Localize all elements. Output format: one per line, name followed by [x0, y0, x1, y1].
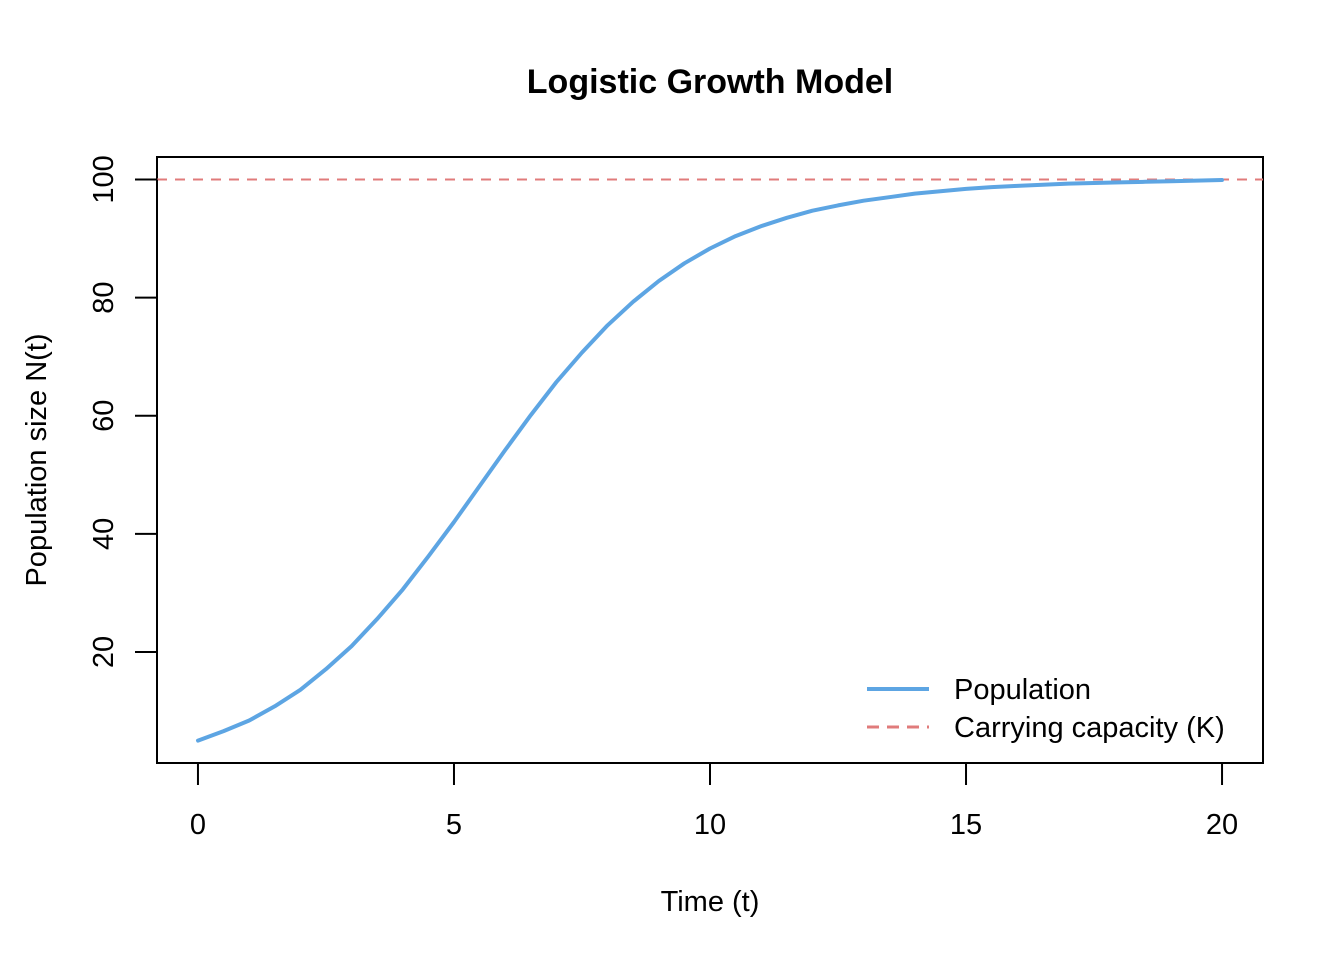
- y-tick-label: 20: [88, 636, 120, 668]
- x-tick-label: 15: [950, 809, 982, 841]
- y-axis: 20 40 60 80 100: [88, 155, 158, 668]
- y-tick-label: 100: [88, 155, 120, 203]
- x-axis: 0 5 10 15 20: [190, 762, 1238, 841]
- population-line: [196, 178, 1224, 743]
- x-tick-label: 5: [446, 809, 462, 841]
- legend-population-label: Population: [954, 674, 1091, 706]
- y-tick-label: 80: [88, 281, 120, 313]
- x-tick-label: 20: [1206, 809, 1238, 841]
- y-axis-label: Population size N(t): [21, 333, 53, 586]
- legend-carrying-capacity-label: Carrying capacity (K): [954, 712, 1225, 744]
- y-tick-label: 60: [88, 400, 120, 432]
- x-tick-label: 10: [694, 809, 726, 841]
- plot-area: [156, 156, 1264, 764]
- y-tick-label: 40: [88, 518, 120, 550]
- x-tick-label: 0: [190, 809, 206, 841]
- chart-title: Logistic Growth Model: [527, 63, 893, 101]
- x-axis-label: Time (t): [661, 886, 760, 918]
- legend: Population Carrying capacity (K): [867, 674, 1225, 744]
